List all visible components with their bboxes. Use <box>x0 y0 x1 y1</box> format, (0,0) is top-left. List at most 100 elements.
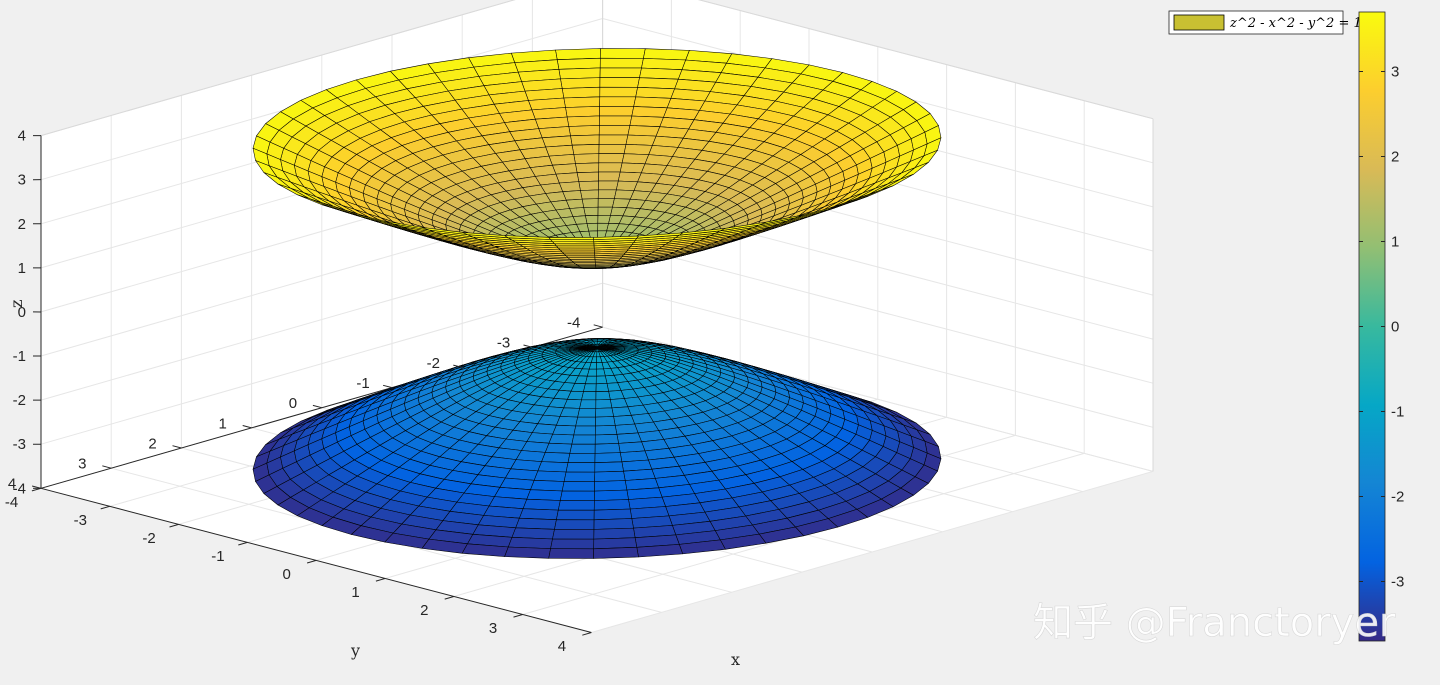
lower-surface-patch <box>515 517 557 530</box>
upper-surface-patch <box>643 48 690 61</box>
lower-surface-patch <box>552 529 595 540</box>
y-tick-mark <box>593 324 603 328</box>
lower-surface-patch <box>593 518 634 530</box>
y-tick-mark <box>242 425 252 429</box>
upper-surface-patch <box>599 77 640 88</box>
upper-surface-patch <box>581 198 599 208</box>
lower-surface-patch <box>595 383 609 392</box>
upper-surface-patch <box>555 48 601 60</box>
x-tick-mark <box>306 559 317 564</box>
x-tick-mark <box>375 578 386 582</box>
x-tick-label: -4 <box>5 494 18 511</box>
grid-line <box>591 470 1154 633</box>
colorbar-bar <box>1358 11 1386 642</box>
x-tick-mark <box>169 523 179 528</box>
z-tick-label: -1 <box>13 348 26 365</box>
lower-surface-patch <box>585 375 597 385</box>
lower-surface-patch <box>594 489 629 501</box>
lower-surface-patch <box>554 519 595 530</box>
colorbar-tick-label: -1 <box>1391 404 1404 421</box>
x-tick-label: -2 <box>142 530 155 547</box>
lower-surface-patch <box>537 461 569 473</box>
lower-surface-patch <box>533 470 567 482</box>
z-tick-label: 2 <box>18 216 26 233</box>
lower-surface-patch <box>610 398 629 409</box>
lower-surface-patch <box>595 399 613 409</box>
lower-surface-patch <box>593 508 633 521</box>
upper-surface-patch <box>597 198 615 208</box>
lower-surface-patch <box>581 391 597 401</box>
colorbar-tick-label: -3 <box>1391 574 1404 591</box>
y-tick-label: 0 <box>289 395 297 412</box>
lower-surface-patch <box>595 425 618 436</box>
x-tick-label: 1 <box>351 584 359 601</box>
y-tick-mark <box>312 404 322 409</box>
box-edge <box>40 0 516 137</box>
upper-surface-patch <box>598 171 621 182</box>
x-tick-label: -3 <box>74 512 87 529</box>
x-axis-label: x <box>731 650 740 669</box>
upper-surface-patch <box>598 134 629 145</box>
upper-surface-patch <box>548 237 594 240</box>
lower-surface-patch <box>593 537 638 550</box>
upper-sheet-surface <box>252 48 942 269</box>
lower-surface-patch <box>530 480 565 492</box>
upper-surface-patch <box>571 144 600 155</box>
upper-surface-patch <box>580 189 599 200</box>
upper-surface-patch <box>558 67 601 80</box>
upper-surface-patch <box>565 106 600 118</box>
upper-surface-patch <box>600 48 646 59</box>
upper-surface-patch <box>597 206 613 216</box>
z-tick-label: 4 <box>18 128 26 145</box>
lower-surface-patch <box>596 362 604 370</box>
z-tick-label: -4 <box>13 480 26 497</box>
x-tick-label: 3 <box>489 620 497 637</box>
colorbar-tick-label: -2 <box>1391 489 1404 506</box>
lower-surface-patch <box>519 508 559 520</box>
lower-surface-patch <box>550 538 595 550</box>
lower-surface-patch <box>595 416 616 427</box>
upper-surface-patch <box>599 106 634 117</box>
y-tick-label: -3 <box>497 335 510 352</box>
y-tick-label: 2 <box>148 435 156 452</box>
upper-surface-patch <box>548 154 576 166</box>
colorbar-tick-label: 0 <box>1391 319 1399 336</box>
lower-surface-patch <box>504 546 551 559</box>
upper-surface-patch <box>556 57 601 70</box>
colorbar: -3 -2 -1 0 1 2 3 <box>1358 11 1404 642</box>
upper-surface-patch <box>598 153 625 164</box>
colorbar-tick-label: 1 <box>1391 234 1399 251</box>
upper-surface-patch <box>598 162 623 173</box>
lower-surface-patch <box>508 537 553 549</box>
x-tick-label: 2 <box>420 602 428 619</box>
x-tick-mark <box>444 596 454 600</box>
upper-surface-patch <box>599 57 644 69</box>
x-tick-label: 0 <box>283 566 291 583</box>
upper-surface-patch <box>597 189 617 199</box>
lower-surface-patch <box>567 453 596 463</box>
lower-sheet-surface <box>252 338 942 559</box>
upper-surface-patch <box>637 77 679 90</box>
upper-surface-patch <box>593 235 639 240</box>
upper-surface-patch <box>575 162 600 173</box>
upper-surface-patch <box>598 144 627 154</box>
upper-surface-patch <box>566 115 600 127</box>
y-tick-label: -4 <box>567 315 580 332</box>
lower-surface-patch <box>526 489 563 501</box>
x-tick-mark <box>238 541 248 546</box>
colorbar-tick-label: 3 <box>1391 64 1399 81</box>
upper-surface-patch <box>633 96 672 109</box>
lower-surface-patch <box>559 407 580 418</box>
x-tick-mark <box>100 505 110 510</box>
y-tick-mark <box>172 445 182 449</box>
x-tick-mark <box>31 487 42 492</box>
upper-surface-patch <box>559 181 581 192</box>
upper-surface-patch <box>561 86 601 99</box>
upper-surface-patch <box>578 180 599 191</box>
lower-surface-patch <box>594 452 623 463</box>
z-tick-label: -2 <box>13 392 26 409</box>
lower-surface-patch <box>583 383 597 392</box>
lower-surface-patch <box>594 480 628 492</box>
x-tick-label: 4 <box>558 638 566 655</box>
